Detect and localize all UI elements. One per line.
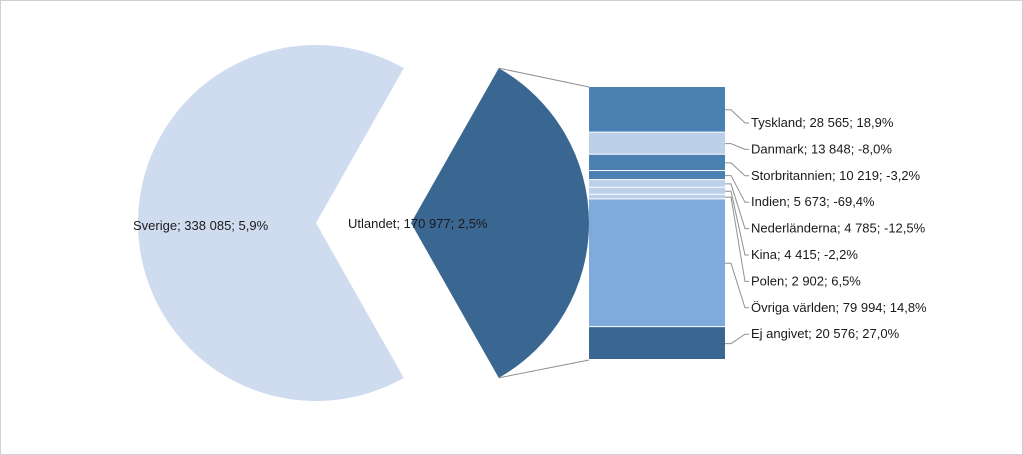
bar-label-ej-angivet: Ej angivet; 20 576; 27,0% — [751, 326, 900, 341]
bar-label-storbritannien: Storbritannien; 10 219; -3,2% — [751, 168, 921, 183]
leader-line-ej-angivet — [725, 333, 749, 345]
leader-line-nederlanderna — [725, 183, 749, 230]
bar-segment-danmark — [589, 132, 725, 154]
bar-segment-indien — [589, 171, 725, 180]
connector-line-bottom — [498, 359, 590, 379]
bar-label-polen: Polen; 2 902; 6,5% — [751, 273, 861, 288]
bar-label-ovriga-varlden: Övriga världen; 79 994; 14,8% — [751, 300, 927, 315]
bar-segment-polen — [589, 194, 725, 199]
leader-line-indien — [725, 175, 749, 203]
bar-segment-tyskland — [589, 87, 725, 132]
bar-segment-ovriga-varlden — [589, 199, 725, 327]
bar-segment-nederlanderna — [589, 180, 725, 187]
bar-label-tyskland: Tyskland; 28 565; 18,9% — [751, 115, 894, 130]
leader-line-ovriga-varlden — [725, 262, 749, 309]
leader-line-storbritannien — [725, 162, 749, 177]
bar-segment-storbritannien — [589, 154, 725, 171]
bar-label-nederlanderna: Nederländerna; 4 785; -12,5% — [751, 221, 926, 236]
pie-label-sverige: Sverige; 338 085; 5,9% — [133, 218, 269, 233]
pie-slice-utlandet — [411, 68, 589, 378]
leader-line-danmark — [725, 143, 749, 150]
bar-segment-kina — [589, 187, 725, 194]
leader-line-tyskland — [725, 109, 749, 124]
bar-label-kina: Kina; 4 415; -2,2% — [751, 247, 858, 262]
bar-segment-ej-angivet — [589, 327, 725, 359]
pie-label-utlandet: Utlandet; 170 977; 2,5% — [348, 216, 488, 231]
connector-line-top — [498, 67, 590, 88]
bar-label-danmark: Danmark; 13 848; -8,0% — [751, 141, 892, 156]
bar-label-indien: Indien; 5 673; -69,4% — [751, 194, 875, 209]
leader-line-polen — [725, 196, 749, 282]
pie-slice-sverige — [137, 44, 404, 402]
leader-line-kina — [725, 190, 749, 256]
